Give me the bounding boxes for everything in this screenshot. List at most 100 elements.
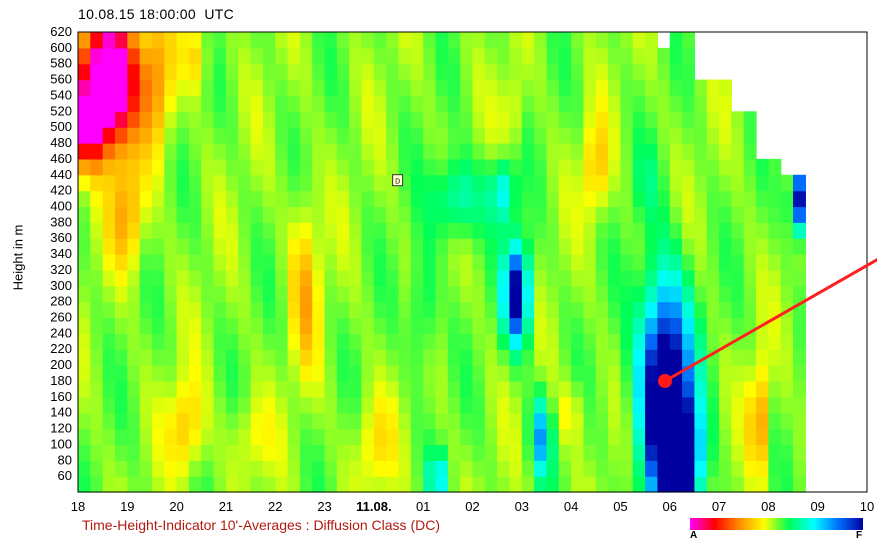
heatmap-cell — [768, 444, 782, 461]
heatmap-cell — [324, 190, 338, 208]
heatmap-cell — [447, 428, 461, 446]
heatmap-cell — [299, 190, 313, 208]
heatmap-cell — [719, 285, 732, 303]
heatmap-cell — [213, 460, 227, 477]
heatmap-cell — [139, 95, 153, 112]
heatmap-cell — [435, 32, 449, 49]
heatmap-cell — [435, 349, 449, 366]
heatmap-cell — [657, 222, 671, 239]
heatmap-cell — [669, 47, 683, 65]
heatmap-cell — [534, 111, 548, 128]
heatmap-cell — [262, 365, 276, 382]
heatmap-cell — [706, 428, 720, 446]
heatmap-cell — [447, 380, 461, 398]
heatmap-cell — [386, 111, 400, 128]
heatmap-cell — [608, 269, 622, 287]
heatmap-cell — [127, 460, 141, 477]
heatmap-cell — [447, 127, 461, 144]
heatmap-cell — [731, 206, 745, 223]
heatmap-cell — [398, 190, 412, 208]
heatmap-cell — [336, 444, 350, 461]
heatmap-cell — [349, 254, 363, 271]
heatmap-cell — [225, 158, 239, 176]
heatmap-cell — [213, 222, 227, 239]
heatmap-cell — [90, 428, 104, 446]
heatmap-cell — [472, 79, 486, 97]
heatmap-cell — [521, 428, 535, 446]
heatmap-cell — [571, 63, 585, 81]
heatmap-cell — [694, 444, 708, 461]
heatmap-cell — [706, 79, 720, 97]
heatmap-cell — [102, 47, 116, 65]
heatmap-cell — [484, 79, 498, 97]
heatmap-cell — [275, 301, 289, 319]
heatmap-cell — [608, 317, 622, 334]
heatmap-cell — [176, 190, 190, 208]
heatmap-cell — [299, 380, 313, 398]
heatmap-cell — [90, 222, 104, 239]
heatmap-cell — [324, 32, 338, 49]
y-tick-label: 260 — [50, 310, 72, 325]
heatmap-cell — [213, 396, 227, 414]
heatmap-cell — [632, 444, 646, 461]
x-tick-label: 05 — [613, 499, 627, 514]
heatmap-cell — [756, 365, 769, 382]
heatmap-cell — [114, 190, 128, 208]
heatmap-cell — [176, 380, 190, 398]
heatmap-cell — [114, 412, 128, 430]
heatmap-cell — [287, 174, 301, 192]
heatmap-cell — [361, 63, 375, 81]
heatmap-cell — [682, 63, 696, 81]
heatmap-cell — [571, 317, 585, 334]
heatmap-cell — [583, 301, 597, 319]
heatmap-cell — [114, 333, 128, 350]
heatmap-cell — [756, 285, 769, 303]
heatmap-cell — [398, 158, 412, 176]
heatmap-cell — [534, 254, 548, 271]
heatmap-cell — [608, 476, 622, 493]
heatmap-cell — [756, 412, 769, 430]
heatmap-cell — [349, 476, 363, 493]
heatmap-cell — [583, 174, 597, 192]
heatmap-cell — [694, 254, 708, 271]
heatmap-cell — [682, 32, 696, 49]
heatmap-cell — [719, 365, 732, 382]
heatmap-cell — [497, 254, 511, 271]
heatmap-cell — [349, 238, 363, 255]
heatmap-cell — [472, 285, 486, 303]
heatmap-cell — [608, 254, 622, 271]
heatmap-cell — [139, 285, 153, 303]
heatmap-cell — [275, 476, 289, 493]
heatmap-cell — [361, 143, 375, 160]
heatmap-cell — [410, 79, 424, 97]
heatmap-cell — [657, 412, 671, 430]
heatmap-cell — [275, 158, 289, 176]
heatmap-cell — [756, 269, 769, 287]
heatmap-cell — [719, 380, 732, 398]
heatmap-cell — [706, 396, 720, 414]
heatmap-cell — [299, 285, 313, 303]
heatmap-cell — [632, 63, 646, 81]
y-tick-label: 340 — [50, 246, 72, 261]
heatmap-cell — [139, 317, 153, 334]
heatmap-cell — [756, 238, 769, 255]
heatmap-cell — [386, 349, 400, 366]
heatmap-cell — [435, 269, 449, 287]
heatmap-cell — [682, 174, 696, 192]
heatmap-cell — [484, 111, 498, 128]
heatmap-cell — [336, 238, 350, 255]
heatmap-cell — [238, 174, 252, 192]
heatmap-cell — [620, 396, 634, 414]
heatmap-cell — [669, 444, 683, 461]
heatmap-cell — [336, 63, 350, 81]
heatmap-cell — [682, 143, 696, 160]
heatmap-cell — [546, 206, 560, 223]
heatmap-cell — [386, 365, 400, 382]
heatmap-cell — [102, 238, 116, 255]
heatmap-cell — [472, 301, 486, 319]
heatmap-cell — [361, 222, 375, 239]
heatmap-cell — [546, 63, 560, 81]
heatmap-cell — [509, 32, 523, 49]
heatmap-cell — [188, 79, 202, 97]
heatmap-cell — [694, 460, 708, 477]
